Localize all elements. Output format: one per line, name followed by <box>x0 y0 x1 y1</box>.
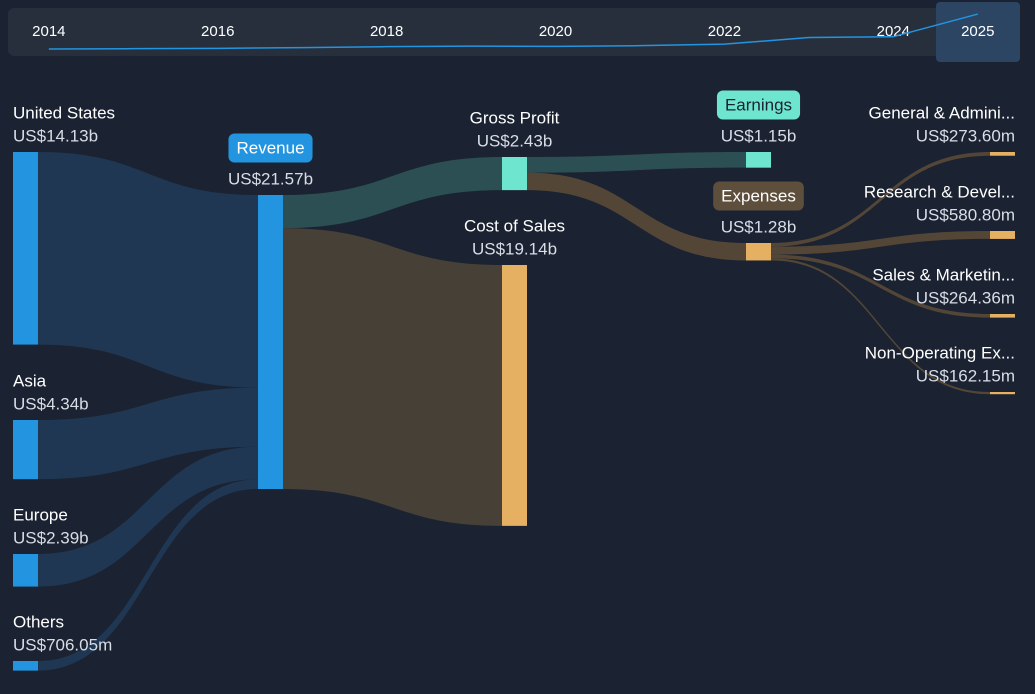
flow <box>527 172 746 261</box>
node <box>13 152 38 345</box>
node <box>258 195 283 489</box>
node <box>746 152 771 168</box>
node-label: Gross Profit <box>470 108 560 127</box>
node-label: Research & Devel... <box>864 182 1015 201</box>
flow <box>38 152 258 388</box>
node-value: US$21.57b <box>228 169 313 188</box>
x-tick-label[interactable]: 2022 <box>708 23 741 40</box>
node-label: Others <box>13 612 64 631</box>
node-value: US$706.05m <box>13 635 112 654</box>
node-value: US$580.80m <box>916 205 1015 224</box>
node-value: US$273.60m <box>916 126 1015 145</box>
node-value: US$4.34b <box>13 394 89 413</box>
node-value: US$1.28b <box>721 217 797 236</box>
node-label: Cost of Sales <box>464 216 565 235</box>
label-badge <box>713 181 804 211</box>
x-tick-label[interactable]: 2024 <box>877 23 910 40</box>
node <box>990 152 1015 156</box>
flow <box>38 479 258 671</box>
flow <box>771 258 990 395</box>
node-label: Asia <box>13 371 47 390</box>
node-label: Europe <box>13 505 68 524</box>
flow <box>771 152 990 247</box>
timeline-track <box>8 8 1020 56</box>
node-label: Earnings <box>725 95 792 114</box>
node-value: US$2.43b <box>477 131 553 150</box>
node-value: US$1.15b <box>721 126 797 145</box>
node-label: General & Admini... <box>869 103 1015 122</box>
label-badge <box>716 90 801 120</box>
trend-line <box>48 13 978 50</box>
flow <box>283 228 502 526</box>
flow <box>283 157 502 229</box>
label-badge <box>228 133 313 163</box>
flow <box>771 254 990 318</box>
node <box>990 231 1015 239</box>
timeline-selection[interactable] <box>936 2 1020 62</box>
node <box>13 420 38 480</box>
x-tick-label[interactable]: 2025 <box>961 23 994 40</box>
node <box>990 314 1015 318</box>
node <box>502 157 527 191</box>
node <box>13 661 38 671</box>
flow <box>38 446 258 587</box>
x-tick-label[interactable]: 2018 <box>370 23 403 40</box>
x-tick-label[interactable]: 2020 <box>539 23 572 40</box>
node-value: US$2.39b <box>13 528 89 547</box>
node-label: Revenue <box>236 138 304 157</box>
flow <box>771 231 990 255</box>
node-label: Expenses <box>721 186 796 205</box>
node <box>502 265 527 526</box>
node-label: Sales & Marketin... <box>872 265 1015 284</box>
node-value: US$162.15m <box>916 366 1015 385</box>
x-tick-label[interactable]: 2014 <box>32 23 65 40</box>
node <box>13 554 38 587</box>
node-value: US$19.14b <box>472 239 557 258</box>
node-label: Non-Operating Ex... <box>865 343 1015 362</box>
node <box>746 243 771 261</box>
flow <box>527 152 746 173</box>
x-tick-label[interactable]: 2016 <box>201 23 234 40</box>
node-value: US$264.36m <box>916 288 1015 307</box>
node <box>990 392 1015 395</box>
flow <box>38 387 258 480</box>
node-label: United States <box>13 103 115 122</box>
node-value: US$14.13b <box>13 126 98 145</box>
